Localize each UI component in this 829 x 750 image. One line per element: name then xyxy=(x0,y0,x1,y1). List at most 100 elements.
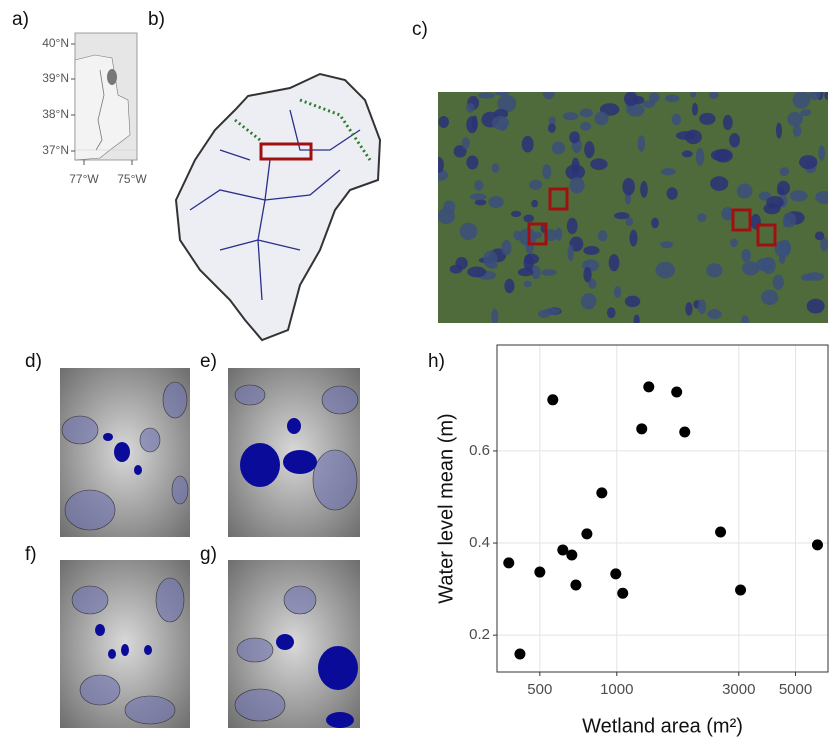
wetland-blob xyxy=(642,100,655,109)
wetland-blob xyxy=(491,163,500,173)
wetland-blob xyxy=(758,191,772,201)
lat-label: 40°N xyxy=(42,36,69,50)
wetland-blob xyxy=(443,200,456,214)
wetland-blob xyxy=(594,111,609,126)
wetland-blob xyxy=(544,229,558,242)
wetland-blob xyxy=(709,92,719,99)
lat-label: 38°N xyxy=(42,107,69,121)
wetland-blob xyxy=(772,274,784,290)
locator-map xyxy=(74,32,138,161)
lat-label: 37°N xyxy=(42,143,69,157)
wetland-blob xyxy=(697,299,707,315)
wetland-blob xyxy=(534,231,543,239)
point xyxy=(534,566,546,578)
wetland-blob xyxy=(818,145,826,161)
wetland-blob xyxy=(449,264,463,274)
wetland-blob xyxy=(779,167,790,177)
wetland-blob xyxy=(808,92,821,101)
wetland-blob xyxy=(471,115,478,131)
wetland-blob xyxy=(741,248,752,263)
lon-label: 75°W xyxy=(117,172,147,186)
y-tick-label: 0.4 xyxy=(469,534,490,551)
wetland-blob xyxy=(562,112,579,121)
wetland-blob xyxy=(569,131,580,144)
wetland-blob xyxy=(579,121,592,131)
wetland-blob xyxy=(792,92,811,109)
wetland-blob xyxy=(697,213,707,223)
wetland-blob xyxy=(660,168,676,176)
wetland-blob xyxy=(583,245,600,256)
wetland-blob xyxy=(531,265,541,280)
wetland-blob xyxy=(547,123,556,133)
wetland-blob xyxy=(721,207,735,221)
wetland-blob xyxy=(777,187,785,195)
wetland-blob xyxy=(583,266,592,283)
wetland-blob xyxy=(651,217,659,229)
wetland-blob xyxy=(531,199,539,208)
wetland-blob xyxy=(640,180,648,198)
wetland-blob xyxy=(710,149,731,162)
watershed-map xyxy=(174,72,382,342)
wetland-blob xyxy=(438,115,449,129)
wetland-blob xyxy=(491,308,499,323)
wetland-blob xyxy=(597,230,608,242)
wetland-blob xyxy=(513,230,522,241)
wetland-blob xyxy=(820,237,828,252)
panel-label: f) xyxy=(25,544,37,565)
panel-label: a) xyxy=(12,9,29,30)
x-tick-label: 1000 xyxy=(600,681,633,698)
wetland-blob xyxy=(474,199,487,206)
wetland-blob xyxy=(629,229,638,247)
wetland-blob xyxy=(542,92,555,100)
wetland-blob xyxy=(806,298,825,314)
wetland-blob xyxy=(590,158,608,170)
y-axis-label: Water level mean (m) xyxy=(435,413,457,603)
point xyxy=(514,648,526,660)
point xyxy=(557,544,569,556)
wetland-blob xyxy=(782,212,797,228)
wetland-blob xyxy=(461,137,470,150)
x-axis-label: Wetland area (m²) xyxy=(582,715,743,737)
wetland-blob xyxy=(613,285,622,298)
wetland-blob xyxy=(729,133,740,148)
wetland-blob xyxy=(459,222,478,241)
wetland-blob xyxy=(755,258,772,272)
wetland-blob xyxy=(649,92,660,103)
panel-label: c) xyxy=(412,19,428,40)
wetland-blob xyxy=(501,239,512,256)
panel-label: d) xyxy=(25,351,42,372)
panel-label: b) xyxy=(148,9,165,30)
y-tick-label: 0.2 xyxy=(469,626,490,643)
wetland-blob xyxy=(466,102,475,113)
wetland-blob xyxy=(469,193,487,201)
point xyxy=(547,394,559,406)
wetland-blob xyxy=(730,238,738,248)
plot-border xyxy=(496,344,829,673)
wetland-blob xyxy=(774,240,791,258)
wetland-blob xyxy=(736,183,753,199)
wetland-blob xyxy=(789,190,808,202)
wetland-blob xyxy=(792,124,802,137)
wetland-blob xyxy=(800,109,812,117)
wetland-blob xyxy=(805,272,825,281)
wetland-blob xyxy=(707,309,722,320)
wetland-blob xyxy=(606,307,616,319)
wetland-blob xyxy=(633,314,640,323)
wetland-blob xyxy=(761,289,779,305)
wetland-blob xyxy=(624,295,641,308)
point xyxy=(617,587,629,599)
wetland-blob xyxy=(690,92,697,98)
wetland-blob xyxy=(815,190,828,204)
wetland-blob xyxy=(824,92,828,100)
wetland-blob xyxy=(742,261,760,276)
wetland-blob xyxy=(510,210,522,218)
wetland-blob xyxy=(567,244,574,262)
wetland-blob xyxy=(741,315,749,323)
point xyxy=(715,526,727,538)
wetland-blob xyxy=(565,164,586,181)
panel-label: h) xyxy=(428,351,445,372)
wetland-blob xyxy=(474,180,484,191)
wetland-blob xyxy=(666,187,678,200)
wetland-blob xyxy=(710,176,729,191)
wetland-blob xyxy=(579,108,593,118)
